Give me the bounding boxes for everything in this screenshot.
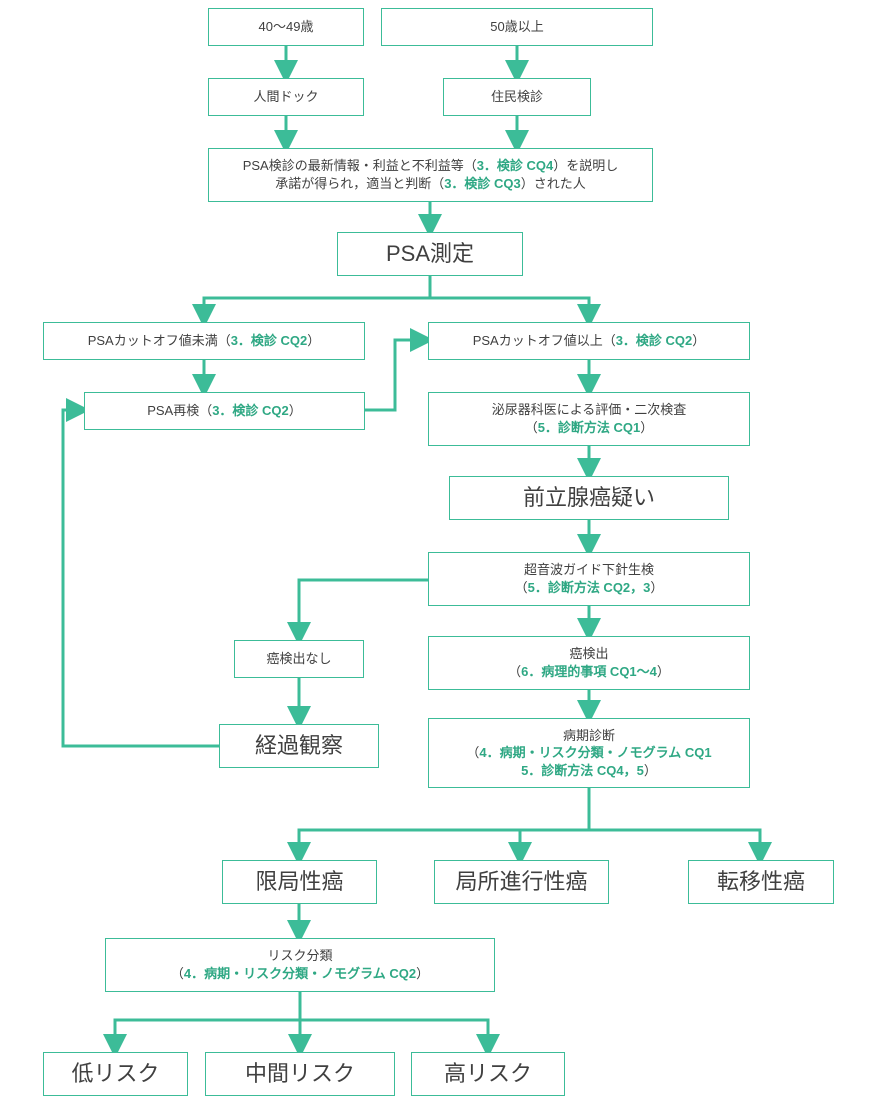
- node-below: PSAカットオフ値未満（3．検診 CQ2）: [43, 322, 365, 360]
- node-label-risk: リスク分類（4．病期・リスク分類・ノモグラム CQ2）: [171, 947, 429, 982]
- node-age40: 40～49歳: [208, 8, 364, 46]
- node-label-biopsy: 超音波ガイド下針生検（5．診断方法 CQ2，3）: [515, 561, 664, 596]
- node-age50: 50歳以上: [381, 8, 653, 46]
- node-label-psa: PSA測定: [386, 239, 474, 269]
- node-biopsy: 超音波ガイド下針生検（5．診断方法 CQ2，3）: [428, 552, 750, 606]
- node-info: PSA検診の最新情報・利益と不利益等（3．検診 CQ4）を説明し承諾が得られ，適…: [208, 148, 653, 202]
- node-risk: リスク分類（4．病期・リスク分類・ノモグラム CQ2）: [105, 938, 495, 992]
- node-label-jumin: 住民検診: [491, 88, 543, 106]
- node-mid: 中間リスク: [205, 1052, 395, 1096]
- node-label-adv: 局所進行性癌: [455, 867, 587, 897]
- node-none: 癌検出なし: [234, 640, 364, 678]
- node-label-high: 高リスク: [444, 1059, 532, 1089]
- node-uro: 泌尿器科医による評価・二次検査（5．診断方法 CQ1）: [428, 392, 750, 446]
- node-local: 限局性癌: [222, 860, 377, 904]
- node-label-none: 癌検出なし: [266, 650, 331, 668]
- node-label-dock: 人間ドック: [253, 88, 318, 106]
- node-dock: 人間ドック: [208, 78, 364, 116]
- node-recheck: PSA再検（3．検診 CQ2）: [84, 392, 365, 430]
- node-suspect: 前立腺癌疑い: [449, 476, 729, 520]
- node-detected: 癌検出（6．病理的事項 CQ1～4）: [428, 636, 750, 690]
- node-followup: 経過観察: [219, 724, 379, 768]
- node-high: 高リスク: [411, 1052, 565, 1096]
- node-label-uro: 泌尿器科医による評価・二次検査（5．診断方法 CQ1）: [492, 401, 687, 436]
- node-label-recheck: PSA再検（3．検診 CQ2）: [147, 402, 302, 420]
- node-label-followup: 経過観察: [255, 731, 343, 761]
- node-label-mid: 中間リスク: [245, 1059, 355, 1089]
- node-label-info: PSA検診の最新情報・利益と不利益等（3．検診 CQ4）を説明し承諾が得られ，適…: [243, 157, 619, 192]
- node-label-suspect: 前立腺癌疑い: [523, 483, 655, 513]
- node-label-above: PSAカットオフ値以上（3．検診 CQ2）: [473, 332, 706, 350]
- node-psa: PSA測定: [337, 232, 523, 276]
- node-above: PSAカットオフ値以上（3．検診 CQ2）: [428, 322, 750, 360]
- node-staging: 病期診断（4．病期・リスク分類・ノモグラム CQ15．診断方法 CQ4，5）: [428, 718, 750, 788]
- flowchart-canvas: 40～49歳 50歳以上人間ドック 住民検診 PSA検診の最新情報・利益と不利益等（3…: [0, 0, 879, 1104]
- node-label-detected: 癌検出（6．病理的事項 CQ1～4）: [508, 645, 670, 680]
- node-meta: 転移性癌: [688, 860, 834, 904]
- node-label-age40: 40～49歳: [259, 18, 314, 36]
- node-label-below: PSAカットオフ値未満（3．検診 CQ2）: [88, 332, 321, 350]
- node-label-low: 低リスク: [71, 1059, 159, 1089]
- node-label-local: 限局性癌: [255, 867, 343, 897]
- node-label-age50: 50歳以上: [490, 18, 543, 36]
- node-label-staging: 病期診断（4．病期・リスク分類・ノモグラム CQ15．診断方法 CQ4，5）: [466, 727, 711, 780]
- node-label-meta: 転移性癌: [717, 867, 805, 897]
- node-jumin: 住民検診: [443, 78, 591, 116]
- node-low: 低リスク: [43, 1052, 188, 1096]
- node-adv: 局所進行性癌: [434, 860, 609, 904]
